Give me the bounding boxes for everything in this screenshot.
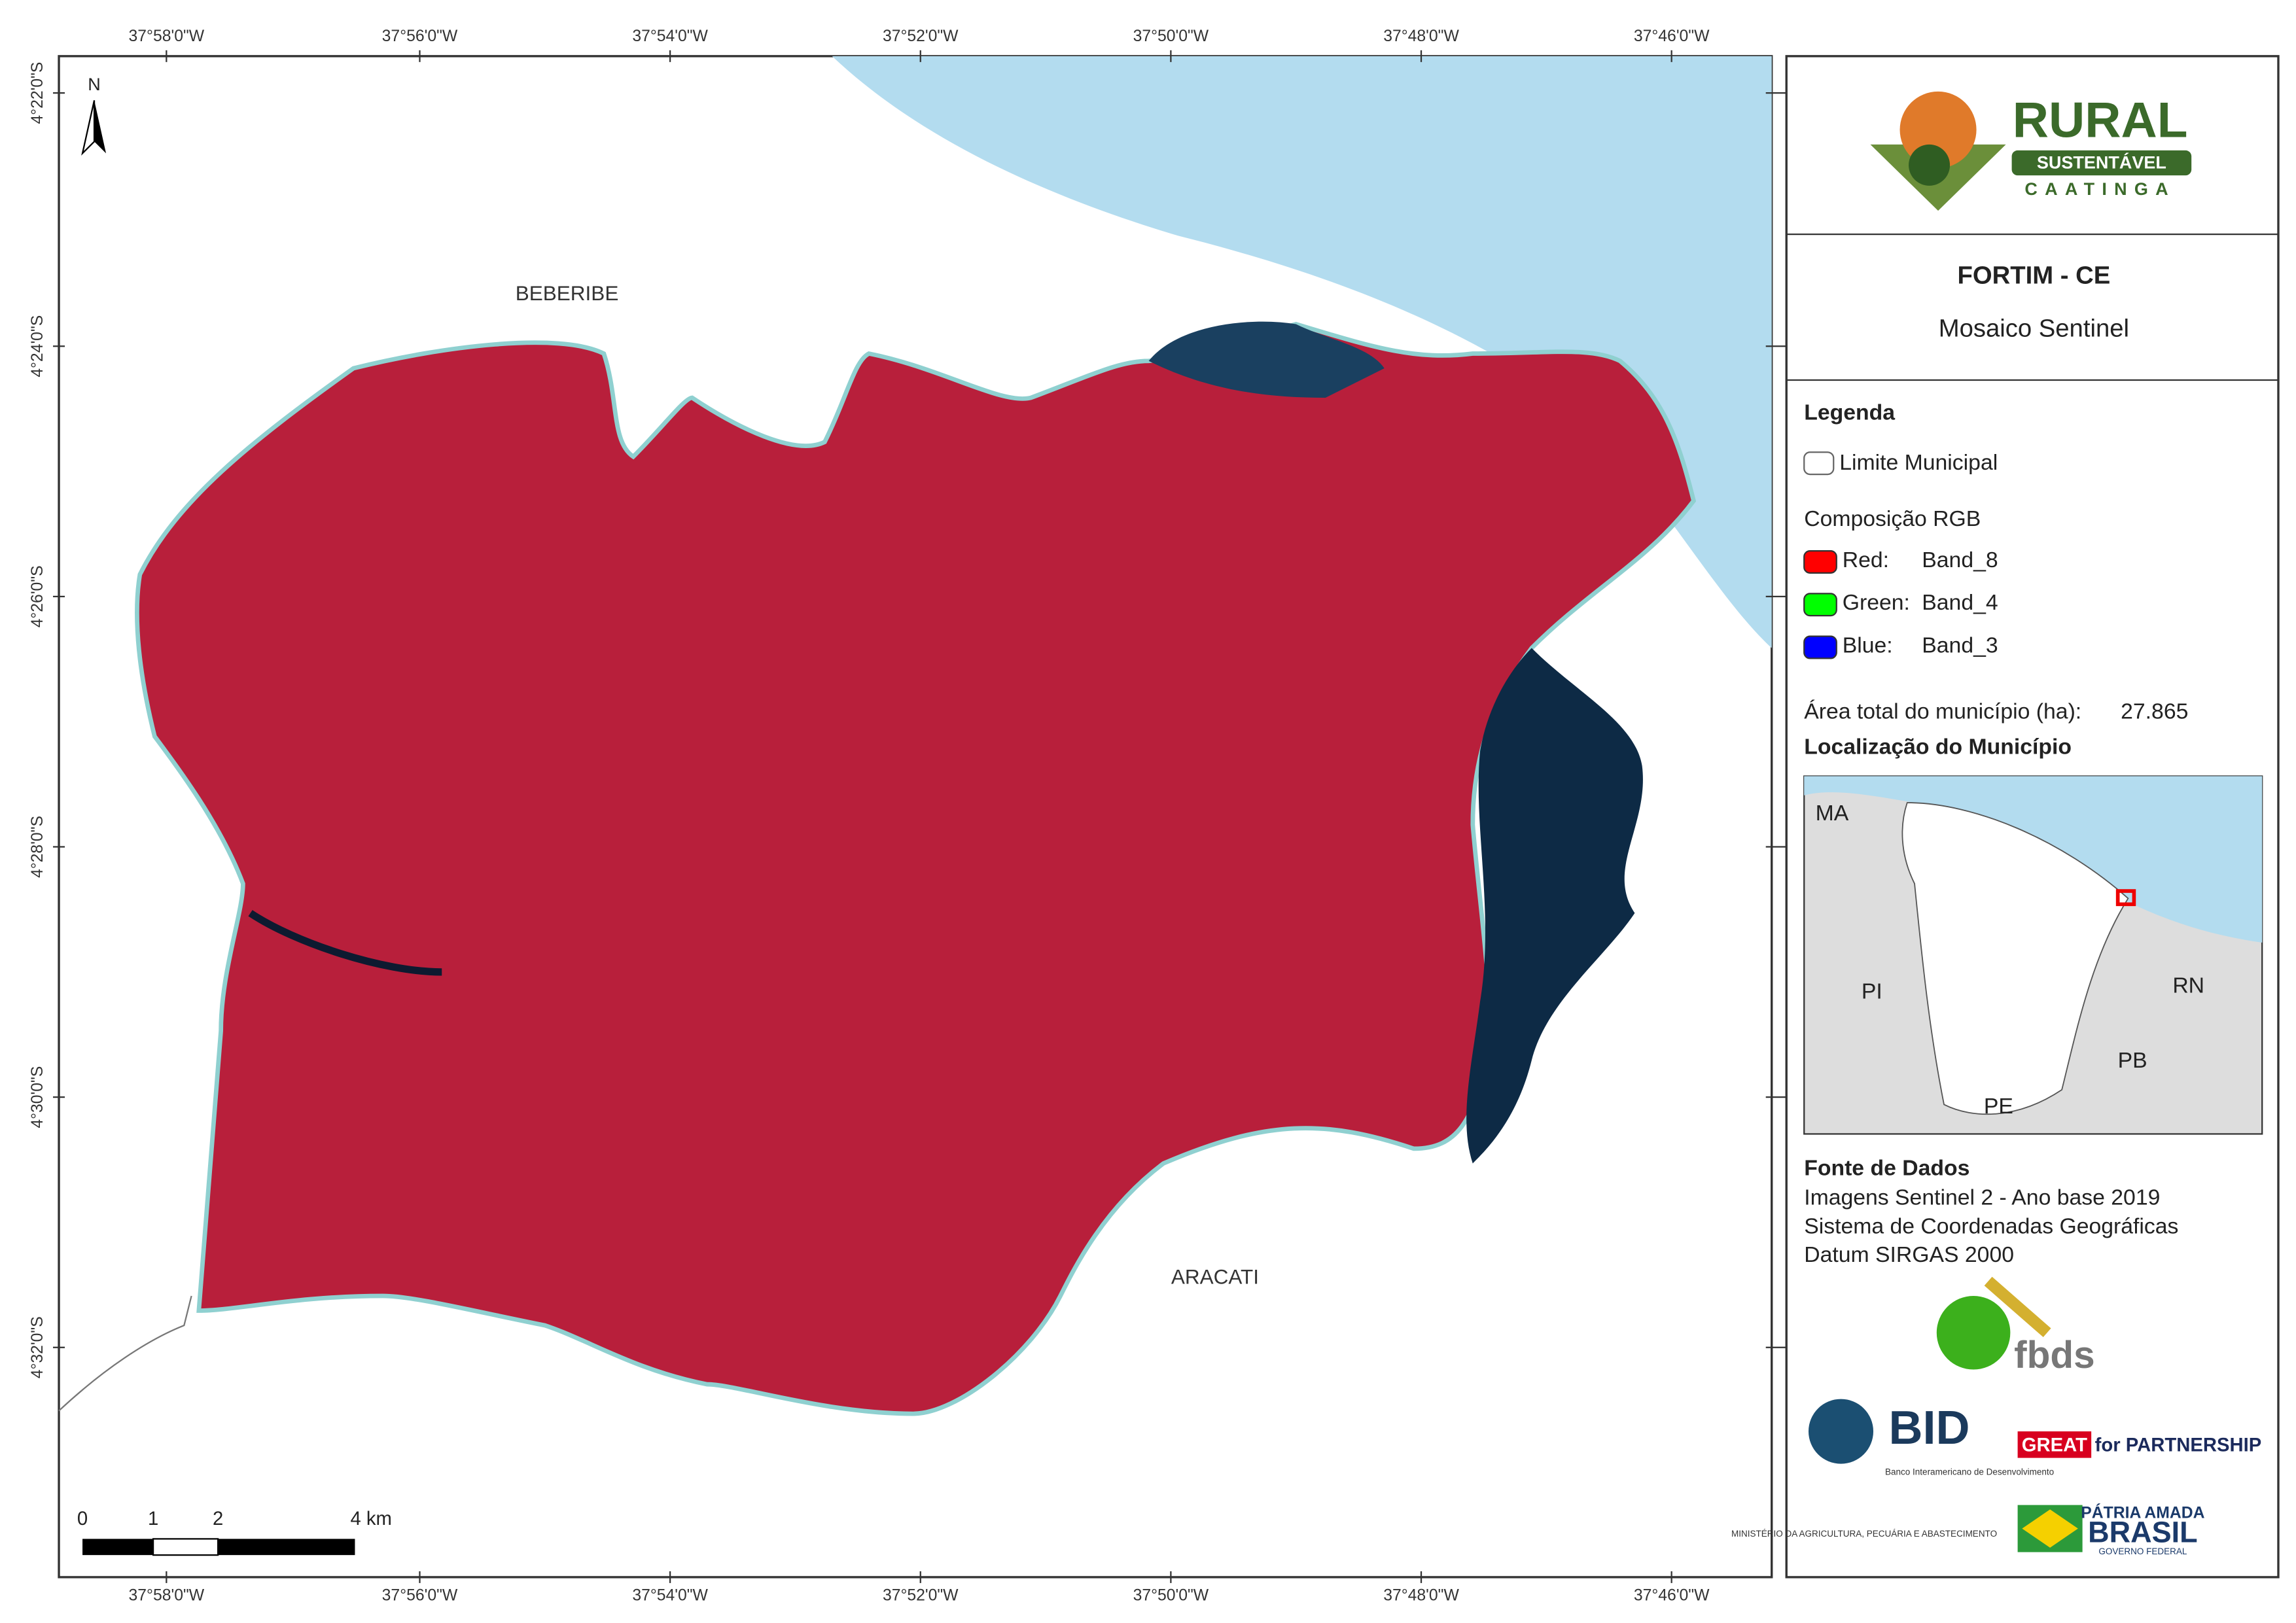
state-label: MA [1816, 801, 1849, 826]
y-coord-label: 4°32'0"S [29, 1316, 46, 1378]
x-coord-label: 37°54'0"W [632, 27, 708, 45]
inset-sea [1804, 776, 2263, 943]
band-channel: Red: [1843, 548, 1889, 572]
scale-label: 1 [148, 1509, 158, 1529]
sources-heading: Fonte de Dados [1804, 1155, 1969, 1180]
x-coord-label: 37°58'0"W [129, 27, 205, 45]
panel-subtitle: Mosaico Sentinel [1939, 315, 2129, 343]
location-heading: Localização do Município [1804, 735, 2072, 759]
scale-label: 4 km [351, 1509, 392, 1529]
y-coord-label: 4°30'0"S [29, 1066, 46, 1128]
y-coord-label: 4°24'0"S [29, 315, 46, 377]
bid-logo: BID [1889, 1402, 1970, 1454]
scale-segment [218, 1539, 355, 1556]
area-label: Área total do município (ha): [1804, 699, 2081, 724]
lagoon [248, 910, 442, 976]
x-coord-label: 37°48'0"W [1383, 27, 1459, 45]
logo-tree [1909, 144, 1951, 186]
band-channel: Blue: [1843, 633, 1893, 657]
neighbor-boundary [58, 1295, 192, 1412]
x-coord-label: 37°50'0"W [1133, 1587, 1209, 1605]
state-label: PI [1862, 979, 1882, 1003]
band-swatch [1803, 635, 1837, 659]
brasil-logo: PÁTRIA AMADA [2081, 1504, 2204, 1522]
band-channel: Green: [1843, 590, 1910, 615]
north-arrow [94, 100, 107, 154]
bid-name: Banco Interamericano de Desenvolvimento [1885, 1467, 2054, 1477]
band-name: Band_8 [1922, 548, 1998, 572]
inset-ceara [1901, 802, 2129, 1115]
x-coord-label: 37°46'0"W [1634, 1587, 1710, 1605]
x-coord-label: 37°56'0"W [382, 27, 458, 45]
x-coord-label: 37°46'0"W [1634, 27, 1710, 45]
place-label: ARACATI [1171, 1265, 1259, 1288]
logo-subtitle: SUSTENTÁVEL [2037, 152, 2166, 172]
band-swatch [1803, 593, 1837, 617]
scale-segment [152, 1538, 219, 1556]
great-logo: GREAT [2022, 1435, 2087, 1456]
estuary [1148, 321, 1385, 398]
rgb-heading: Composição RGB [1804, 506, 1981, 531]
x-coord-label: 37°52'0"W [883, 1587, 959, 1605]
great-box [2017, 1431, 2092, 1458]
x-coord-label: 37°58'0"W [129, 1587, 205, 1605]
x-coord-label: 37°52'0"W [883, 27, 959, 45]
source-line: Datum SIRGAS 2000 [1804, 1242, 2014, 1267]
north-label: N [88, 75, 101, 94]
logo-title: RURAL [2013, 93, 2188, 148]
ministry: MINISTÉRIO DA AGRICULTURA, PECUÁRIA E AB… [1731, 1529, 1997, 1539]
brasil-logo: BRASIL [2088, 1516, 2198, 1549]
y-coord-label: 4°22'0"S [29, 62, 46, 124]
place-label: BEBERIBE [516, 281, 619, 305]
fbds-logo: fbds [2014, 1334, 2095, 1376]
legend-swatch [1803, 451, 1835, 476]
x-coord-label: 37°48'0"W [1383, 1587, 1459, 1605]
source-line: Imagens Sentinel 2 - Ano base 2019 [1804, 1185, 2160, 1210]
source-line: Sistema de Coordenadas Geográficas [1804, 1213, 2178, 1238]
logo-banner [2011, 150, 2192, 176]
river-jaguaribe [1466, 648, 1643, 1164]
legend-boundary: Limite Municipal [1839, 450, 1998, 475]
fbds-mark [1984, 1276, 2051, 1338]
municipality-fortim [135, 321, 1697, 1416]
legend-heading: Legenda [1804, 400, 1895, 425]
sea [832, 56, 1772, 648]
area-value: 27.865 [2121, 699, 2188, 724]
band-name: Band_3 [1922, 633, 1998, 657]
band-name: Band_4 [1922, 590, 1998, 615]
x-coord-label: 37°50'0"W [1133, 27, 1209, 45]
y-coord-label: 4°26'0"S [29, 565, 46, 627]
x-coord-label: 37°54'0"W [632, 1587, 708, 1605]
scale-label: 2 [213, 1509, 223, 1529]
panel-title: FORTIM - CE [1957, 262, 2110, 290]
y-coord-label: 4°28'0"S [29, 816, 46, 878]
fbds-mark [1936, 1296, 2011, 1370]
brasil-logo: GOVERNO FEDERAL [2098, 1546, 2187, 1556]
state-label: RN [2172, 973, 2204, 998]
state-label: PB [2118, 1048, 2147, 1073]
band-swatch [1803, 550, 1837, 574]
scale-label: 0 [77, 1509, 88, 1529]
state-label: PE [1984, 1094, 2013, 1119]
logo-tagline: CAATINGA [2024, 179, 2176, 199]
scale-segment [82, 1539, 154, 1556]
brasil-flag [2022, 1509, 2078, 1548]
bid-mark [1808, 1399, 1874, 1464]
x-coord-label: 37°56'0"W [382, 1587, 458, 1605]
inset-locator [2115, 889, 2136, 907]
partnership-logo: for PARTNERSHIP [2095, 1435, 2262, 1456]
